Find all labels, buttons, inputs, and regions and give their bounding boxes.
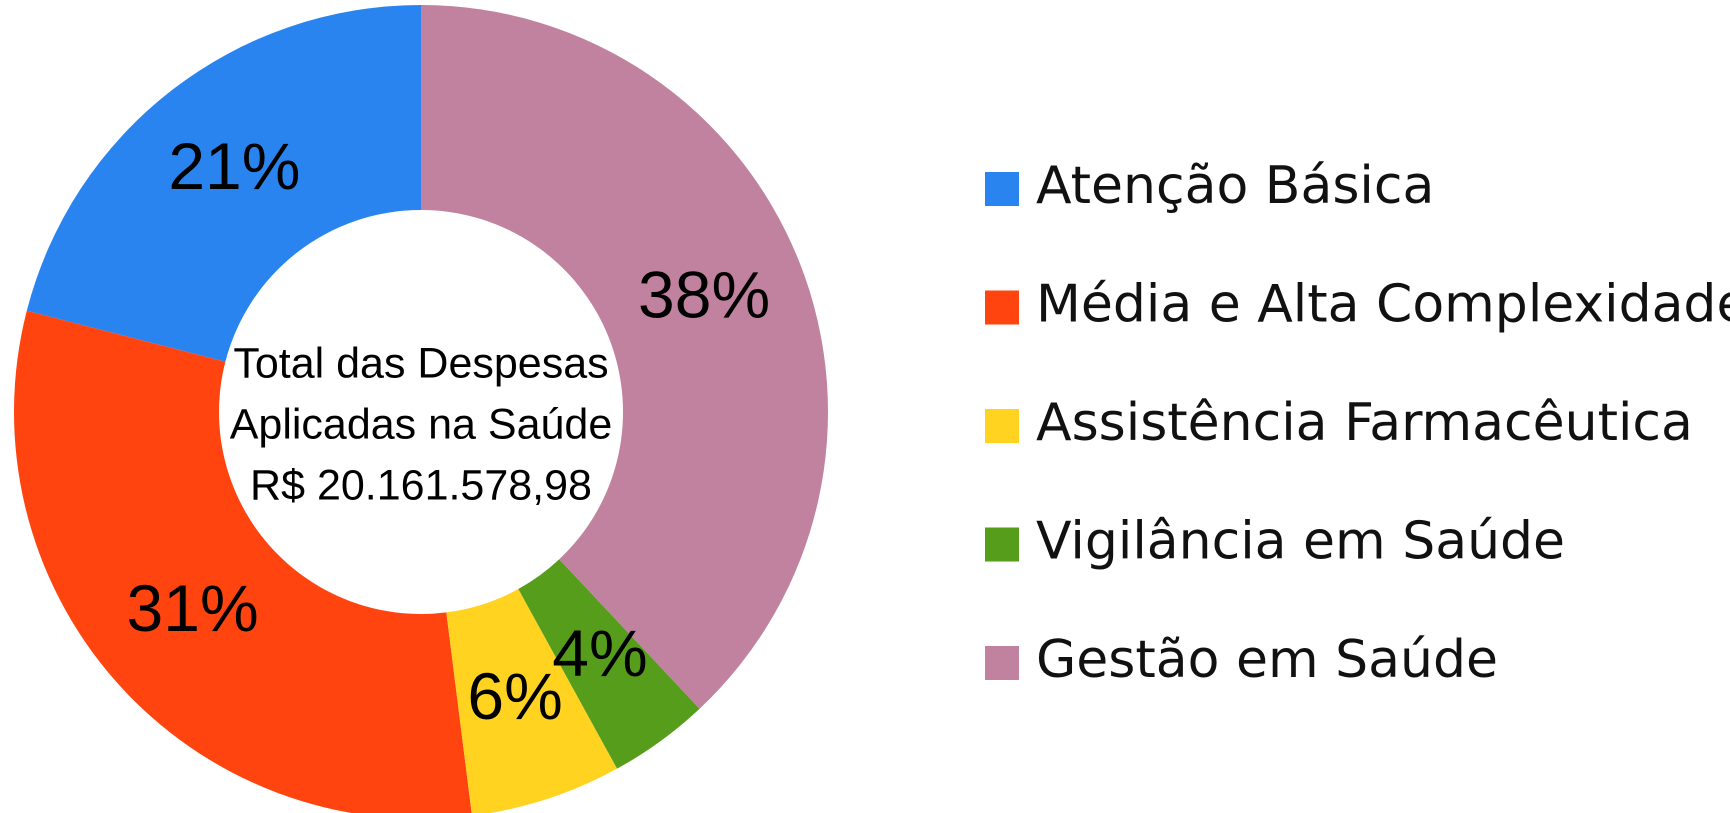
center-text: Total das Despesas [233,339,608,387]
data-label: 38% [638,257,770,331]
data-label: 21% [168,129,300,203]
legend-label: Gestão em Saúde [1036,630,1498,690]
legend-swatch [985,172,1019,206]
legend-swatch [985,290,1019,325]
center-text: Aplicadas na Saúde [230,400,613,448]
data-label: 31% [127,571,259,645]
data-label: 4% [552,616,647,690]
slice [14,310,472,813]
slice [26,5,422,362]
legend-label: Média e Alta Complexidade [1036,275,1730,335]
legend-swatch [985,527,1019,562]
legend-label: Vigilância em Saúde [1036,512,1565,572]
legend-swatch [985,646,1019,680]
legend-label: Atenção Básica [1036,156,1434,216]
legend-label: Assistência Farmacêutica [1036,393,1693,453]
donut [14,5,828,813]
slice [446,589,618,813]
slice [518,559,700,769]
center-text: R$ 20.161.578,98 [250,461,592,509]
legend-swatch [985,409,1019,443]
data-label: 6% [467,659,562,733]
slice [421,5,828,709]
